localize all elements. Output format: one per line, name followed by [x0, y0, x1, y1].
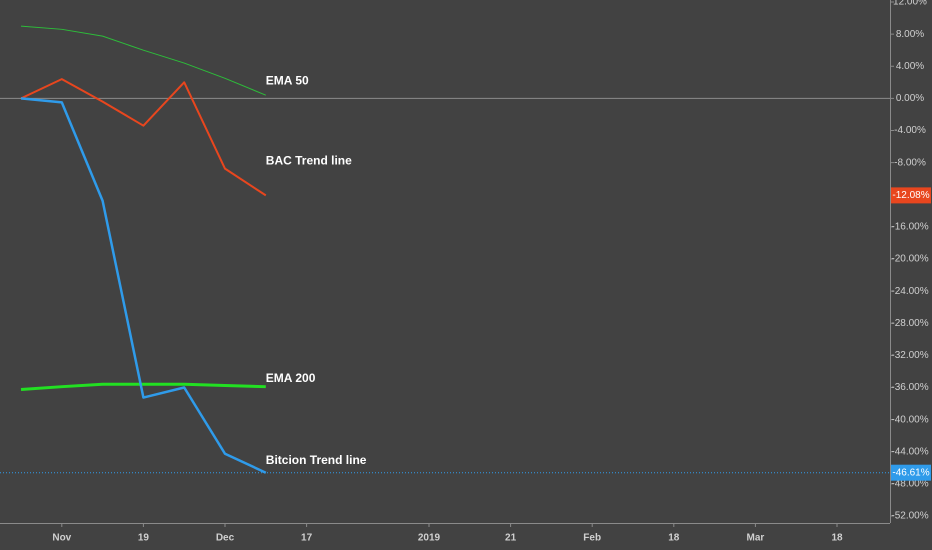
- series-line: [20, 382, 266, 391]
- value-tag-label: -46.61%: [892, 467, 929, 478]
- series-label: BAC Trend line: [266, 154, 352, 168]
- x-tick-label: 21: [505, 533, 517, 544]
- series-label: Bitcion Trend line: [266, 453, 367, 467]
- x-tick-label: 2019: [418, 533, 441, 544]
- y-tick-label: -40.00%: [891, 414, 928, 425]
- y-tick-label: 8.00%: [896, 29, 924, 40]
- x-tick-label: Dec: [216, 533, 235, 544]
- y-tick-label: -32.00%: [891, 350, 928, 361]
- y-tick-label: -20.00%: [891, 254, 928, 265]
- y-tick-label: 12.00%: [893, 0, 927, 8]
- y-tick-label: 4.00%: [896, 61, 924, 72]
- y-tick-label: -4.00%: [894, 125, 926, 136]
- y-tick-label: -8.00%: [894, 157, 926, 168]
- series-label: EMA 200: [266, 371, 316, 385]
- value-tag: [891, 464, 931, 481]
- x-tick-label: 19: [138, 533, 150, 544]
- y-tick-label: 0.00%: [896, 93, 924, 104]
- y-tick-label: -36.00%: [891, 382, 928, 393]
- y-tick-label: -52.00%: [891, 511, 928, 522]
- series-line: [20, 97, 267, 474]
- series-label: EMA 50: [266, 73, 309, 87]
- y-tick-label: -24.00%: [891, 286, 928, 297]
- x-tick-label: 18: [831, 533, 843, 544]
- x-tick-label: Feb: [583, 533, 601, 544]
- value-tag: [891, 187, 931, 204]
- y-tick-label: -44.00%: [891, 446, 928, 457]
- x-tick-label: Nov: [52, 533, 71, 544]
- x-tick-label: 17: [301, 533, 313, 544]
- value-tag-label: -12.08%: [892, 190, 929, 201]
- y-tick-label: -16.00%: [891, 222, 928, 233]
- x-tick-label: Mar: [747, 533, 765, 544]
- series-line: [20, 25, 266, 96]
- y-tick-label: -28.00%: [891, 318, 928, 329]
- x-tick-label: 18: [668, 533, 680, 544]
- series-line: [20, 78, 267, 197]
- y-tick-label: -48.00%: [891, 479, 928, 490]
